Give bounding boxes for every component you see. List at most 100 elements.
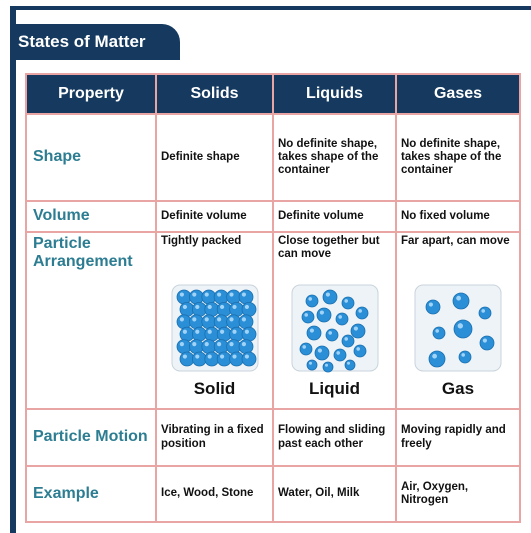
particle: [238, 289, 253, 305]
particle-shine: [435, 329, 439, 333]
particle-shine: [343, 337, 348, 341]
property-cell: Volume: [25, 200, 157, 233]
particle: [353, 344, 366, 358]
particle: [299, 342, 312, 356]
particle-shine: [355, 347, 360, 351]
particle: [225, 314, 241, 330]
particle: [478, 306, 492, 320]
cell: Tightly packed Solid: [155, 231, 274, 410]
header-row: Property Solids Liquids Gases: [25, 73, 521, 115]
particle: [188, 339, 204, 354]
cell: Vibrating in a fixed position: [155, 408, 274, 467]
particle-shine: [357, 309, 362, 313]
particle: [200, 289, 216, 305]
particle-shine: [244, 354, 249, 359]
particle-shine: [207, 304, 212, 310]
particle: [333, 348, 346, 362]
particle: [191, 326, 207, 342]
particle-shine: [191, 342, 196, 347]
header-cell: Property: [25, 73, 157, 115]
particle-shine: [319, 310, 324, 315]
particle: [241, 301, 256, 317]
particle: [203, 326, 219, 342]
particle-shine: [204, 292, 209, 297]
cell: Water, Oil, Milk: [272, 465, 397, 523]
row: Shape Definite shape No definite shape, …: [25, 113, 521, 202]
particle: [216, 301, 232, 317]
particle-shine: [317, 348, 322, 353]
particle-shine: [432, 353, 437, 359]
particle-shine: [309, 328, 314, 333]
frame-top: [10, 6, 531, 10]
cell: Flowing and sliding past each other: [272, 408, 397, 467]
cell: Moving rapidly and freely: [395, 408, 521, 467]
particle-shine: [191, 292, 196, 297]
particle: [479, 335, 495, 351]
particle: [458, 350, 472, 364]
particle-shine: [353, 326, 358, 331]
property-cell: Shape: [25, 113, 157, 202]
particle-shine: [346, 361, 350, 365]
particle: [179, 351, 194, 367]
cell: Definite volume: [272, 200, 397, 233]
particle: [238, 339, 253, 354]
particle: [325, 328, 338, 342]
row: Volume Definite volume Definite volume N…: [25, 200, 521, 233]
cell-text: Far apart, can move: [401, 235, 510, 247]
particle-shine: [308, 361, 312, 365]
particle: [432, 326, 446, 340]
particle-shine: [228, 342, 234, 347]
particle-shine: [194, 329, 199, 334]
particle: [225, 289, 241, 305]
particle: [301, 310, 314, 324]
particle-shine: [324, 363, 328, 367]
cell-content: Far apart, can move Gas: [401, 235, 515, 405]
particle: [188, 314, 204, 330]
particle-shine: [481, 309, 485, 313]
particle-shine: [231, 354, 237, 359]
particle-shine: [207, 329, 212, 334]
particle: [191, 351, 207, 367]
particle-shine: [194, 304, 199, 310]
cell: Far apart, can move Gas: [395, 231, 521, 410]
property-cell: Particle Arrangement: [25, 231, 157, 410]
particle-shine: [482, 338, 487, 343]
particle: [306, 359, 317, 371]
row: Particle Arrangement Tightly packed Soli…: [25, 231, 521, 410]
particle: [322, 361, 333, 373]
particle: [306, 325, 321, 341]
particle-shine: [343, 299, 348, 303]
particle: [341, 296, 354, 310]
image-label: Solid: [193, 379, 236, 398]
cell: Definite shape: [155, 113, 274, 202]
cell: No fixed volume: [395, 200, 521, 233]
particle-shine: [244, 329, 249, 334]
particle-shine: [325, 292, 330, 297]
particle: [316, 307, 331, 323]
particle-shine: [179, 342, 184, 347]
header-cell: Solids: [155, 73, 274, 115]
particle-shine: [241, 292, 246, 297]
particle: [425, 299, 441, 315]
particle: [428, 350, 446, 368]
property-cell: Example: [25, 465, 157, 523]
gas-particles: [414, 284, 502, 372]
particle-shine: [207, 354, 212, 359]
solid-particles: [171, 284, 258, 372]
particle: [322, 289, 337, 305]
particle: [453, 319, 473, 339]
particle: [216, 326, 232, 342]
particle-shine: [231, 329, 237, 334]
particle-shine: [204, 317, 209, 322]
particle: [344, 359, 355, 371]
matter-table: Property Solids Liquids Gases Shape Defi…: [25, 73, 521, 523]
liquid-particles: [291, 284, 378, 373]
particle-shine: [228, 317, 234, 322]
frame-left: [10, 6, 16, 533]
particle-shine: [219, 304, 224, 310]
particle: [200, 339, 216, 354]
particle-shine: [241, 317, 246, 322]
particle-shine: [231, 304, 237, 310]
particle: [350, 323, 365, 339]
